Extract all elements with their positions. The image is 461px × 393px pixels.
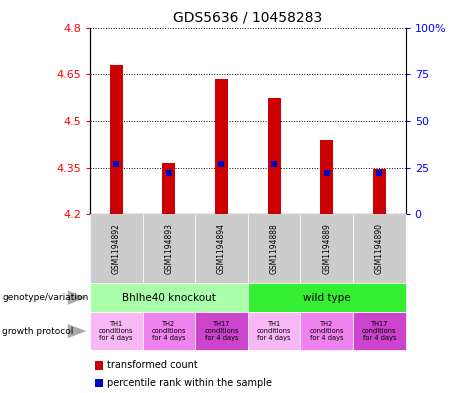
Text: wild type: wild type — [303, 293, 350, 303]
Text: GSM1194893: GSM1194893 — [164, 223, 173, 274]
Bar — [215, 79, 228, 214]
Text: genotype/variation: genotype/variation — [2, 293, 89, 302]
Text: GSM1194889: GSM1194889 — [322, 223, 331, 274]
Text: TH1
conditions
for 4 days: TH1 conditions for 4 days — [257, 321, 291, 341]
Text: GSM1194892: GSM1194892 — [112, 223, 121, 274]
Bar — [162, 163, 176, 214]
Text: GSM1194894: GSM1194894 — [217, 223, 226, 274]
Text: GSM1194890: GSM1194890 — [375, 223, 384, 274]
Bar — [267, 97, 281, 214]
Text: TH2
conditions
for 4 days: TH2 conditions for 4 days — [309, 321, 344, 341]
Text: transformed count: transformed count — [107, 360, 198, 371]
Bar — [110, 65, 123, 214]
Text: percentile rank within the sample: percentile rank within the sample — [107, 378, 272, 388]
Text: TH1
conditions
for 4 days: TH1 conditions for 4 days — [99, 321, 134, 341]
Text: GSM1194888: GSM1194888 — [270, 223, 278, 274]
Title: GDS5636 / 10458283: GDS5636 / 10458283 — [173, 11, 322, 25]
Text: TH17
conditions
for 4 days: TH17 conditions for 4 days — [362, 321, 396, 341]
Text: Bhlhe40 knockout: Bhlhe40 knockout — [122, 293, 216, 303]
Text: growth protocol: growth protocol — [2, 327, 74, 336]
Bar — [320, 140, 333, 214]
Text: TH2
conditions
for 4 days: TH2 conditions for 4 days — [152, 321, 186, 341]
Text: TH17
conditions
for 4 days: TH17 conditions for 4 days — [204, 321, 239, 341]
Bar — [373, 169, 386, 214]
